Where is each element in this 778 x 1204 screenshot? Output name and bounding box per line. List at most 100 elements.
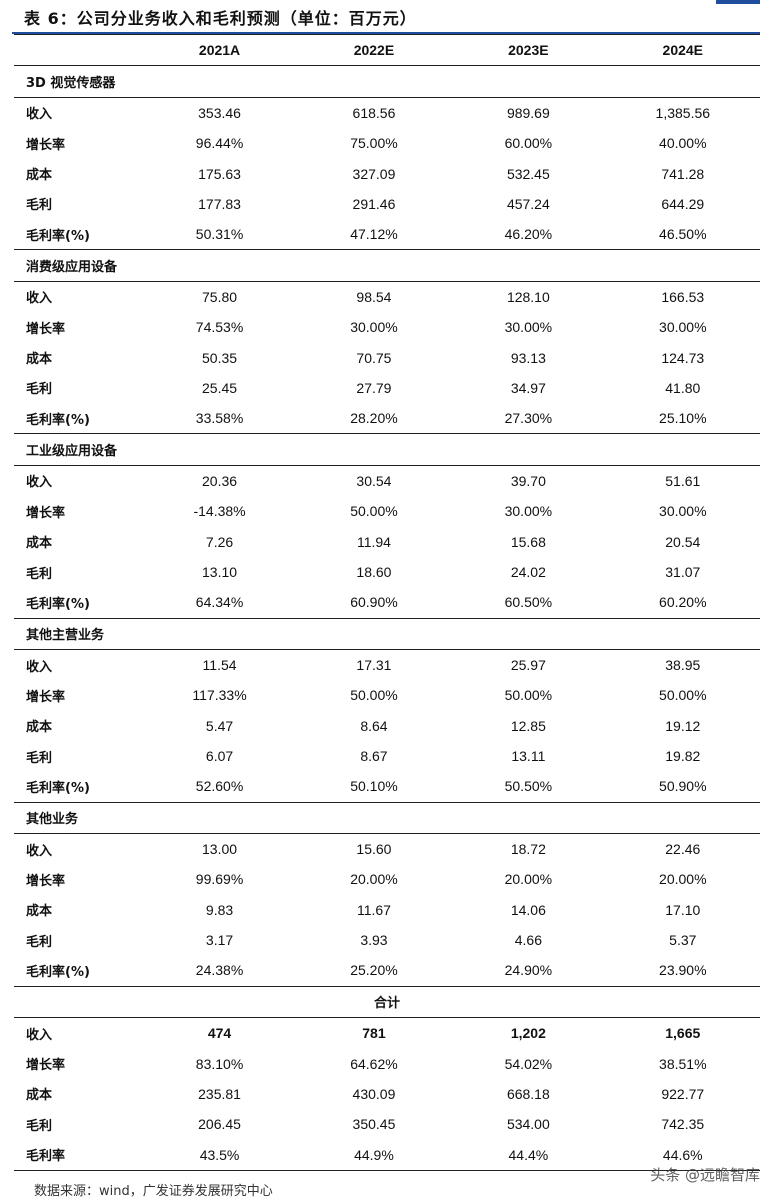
row-label: 收入 [26, 843, 53, 859]
section-row: 工业级应用设备 [14, 433, 760, 466]
forecast-table: 2021A 2022E 2023E 2024E 3D 视觉传感器收入 353.46… [14, 34, 760, 1171]
value-cell: 30.00% [659, 503, 707, 520]
value-cell: 52.60% [195, 778, 244, 795]
value-cell: 532.45 [506, 165, 550, 182]
value-cell: 43.5% [142, 1139, 297, 1171]
value-cell: 4.66 [514, 932, 542, 949]
value-cell: 20.54 [665, 533, 701, 550]
value-cell: 50.50% [504, 778, 553, 795]
value-cell: 13.10 [202, 564, 238, 581]
value-cell: 98.54 [356, 288, 392, 305]
value-cell: 75.00% [350, 135, 398, 152]
value-cell: 13.00 [202, 841, 238, 858]
table-row: 增长率 74.53% 30.00% 30.00% 30.00% [14, 312, 760, 342]
row-label: 增长率 [26, 505, 66, 521]
row-label: 成本 [26, 536, 53, 552]
table-row: 毛利率(%) 64.34% 60.90% 60.50% 60.20% [14, 587, 760, 618]
value-cell: 175.63 [198, 165, 241, 182]
section-row: 其他主营业务 [14, 617, 760, 650]
value-cell: 99.69% [195, 871, 244, 888]
table-row: 成本 50.35 70.75 93.13 124.73 [14, 342, 760, 372]
value-cell: 40.00% [659, 135, 707, 152]
header-row: 2021A 2022E 2023E 2024E [14, 34, 760, 67]
value-cell: 50.31% [195, 226, 244, 243]
section-row: 3D 视觉传感器 [14, 65, 760, 98]
table-row: 成本 5.47 8.64 12.85 19.12 [14, 711, 760, 741]
section-title: 其他主营业务 [14, 617, 760, 650]
row-label: 毛利率(%) [26, 780, 90, 796]
table-row: 增长率 83.10% 64.62% 54.02% 38.51% [14, 1048, 760, 1078]
value-cell: 1,385.56 [655, 104, 711, 121]
table-row: 收入 13.00 15.60 18.72 22.46 [14, 833, 760, 864]
value-cell: 117.33% [192, 687, 247, 704]
value-cell: 353.46 [198, 104, 241, 121]
value-cell: 3.93 [360, 932, 388, 949]
row-label: 增长率 [26, 873, 66, 889]
value-cell: 25.10% [659, 410, 707, 427]
watermark: 头条 @远瞻智库 [650, 1166, 760, 1184]
value-cell: 54.02% [504, 1055, 553, 1072]
value-cell: 17.31 [356, 657, 392, 674]
value-cell: 742.35 [661, 1116, 705, 1133]
value-cell: 25.97 [510, 657, 546, 674]
section-title: 工业级应用设备 [14, 433, 760, 466]
value-cell: 50.00% [504, 687, 553, 704]
value-cell: 24.90% [504, 962, 553, 979]
value-cell: 644.29 [661, 195, 705, 212]
value-cell: 668.18 [506, 1085, 550, 1102]
value-cell: 38.95 [665, 657, 701, 674]
row-label: 毛利率(%) [26, 228, 90, 244]
value-cell: 7.26 [205, 533, 234, 550]
table-row: 增长率 -14.38% 50.00% 30.00% 30.00% [14, 496, 760, 526]
source-note: 数据来源：wind，广发证券发展研究中心 [34, 1184, 273, 1199]
value-cell: 64.62% [350, 1055, 398, 1072]
value-cell: 46.50% [659, 226, 707, 243]
value-cell: 327.09 [352, 165, 396, 182]
value-cell: 34.97 [510, 379, 546, 396]
value-cell: 24.38% [195, 962, 244, 979]
value-cell: 922.77 [661, 1085, 705, 1102]
table-row: 毛利 6.07 8.67 13.11 19.82 [14, 741, 760, 771]
value-cell: 23.90% [659, 962, 707, 979]
value-cell: 11.94 [356, 533, 391, 550]
value-cell: 22.46 [665, 841, 701, 858]
value-cell: 25.20% [350, 962, 398, 979]
value-cell: 534.00 [506, 1116, 550, 1133]
value-cell: 20.00% [659, 871, 707, 888]
value-cell: 44.9% [296, 1139, 452, 1171]
total-header-row: 合计 [14, 985, 760, 1019]
total-title: 合计 [14, 985, 760, 1019]
row-label: 增长率 [26, 1058, 66, 1074]
section-title: 消费级应用设备 [14, 249, 760, 282]
value-cell: 3.17 [205, 932, 234, 949]
table-row: 毛利 3.17 3.93 4.66 5.37 [14, 925, 760, 955]
value-cell: 47.12% [350, 226, 398, 243]
table-row: 增长率 117.33% 50.00% 50.00% 50.00% [14, 680, 760, 710]
table-row: 成本 7.26 11.94 15.68 20.54 [14, 527, 760, 557]
row-label: 毛利率 [14, 1139, 143, 1171]
value-cell: 11.54 [202, 657, 237, 674]
table-row: 成本 175.63 327.09 532.45 741.28 [14, 158, 760, 188]
row-label: 毛利率(%) [26, 964, 90, 980]
table-row: 毛利 25.45 27.79 34.97 41.80 [14, 373, 760, 403]
table-row: 收入 474 781 1,202 1,665 [14, 1018, 760, 1049]
value-cell: 60.20% [659, 594, 707, 611]
value-cell: 41.80 [665, 379, 701, 396]
value-cell: 13.11 [511, 748, 546, 765]
table-row: 收入 11.54 17.31 25.97 38.95 [14, 649, 760, 680]
value-cell: 291.46 [352, 195, 396, 212]
value-cell: 74.53% [195, 319, 244, 336]
value-cell: 20.36 [202, 472, 238, 489]
section-title: 其他业务 [14, 801, 760, 834]
row-label: 毛利 [26, 382, 53, 398]
value-cell: 60.90% [350, 594, 398, 611]
header-cell [14, 34, 143, 67]
value-cell: 19.12 [665, 717, 701, 734]
table-body: 3D 视觉传感器 收入 353.46 618.56 989.69 1,385.56 增长率 9… [14, 65, 760, 1171]
table-row: 毛利 206.45 350.45 534.00 742.35 [14, 1109, 760, 1139]
table-row: 增长率 96.44% 75.00% 60.00% 40.00% [14, 128, 760, 158]
table-title-bar: 表 6：公司分业务收入和毛利预测（单位：百万元） [12, 0, 760, 34]
value-cell: 20.00% [350, 871, 398, 888]
value-cell: 206.45 [198, 1116, 241, 1133]
value-cell: 457.24 [506, 195, 550, 212]
